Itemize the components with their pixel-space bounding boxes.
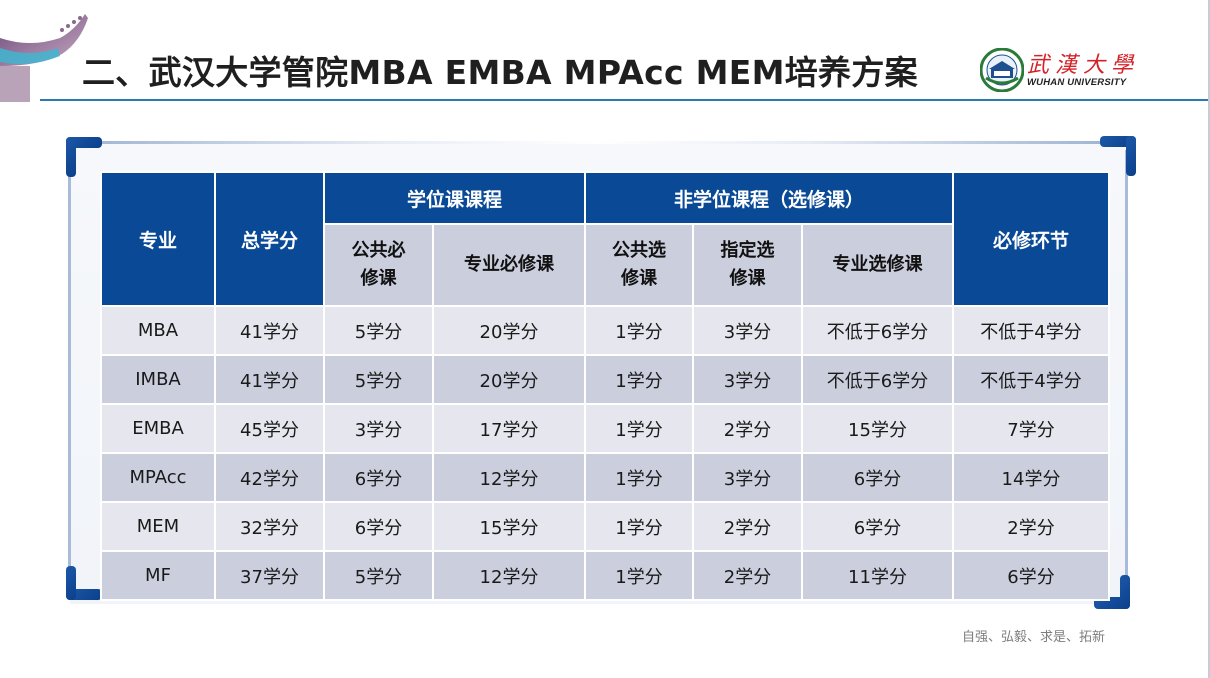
cell-required-links: 不低于4学分 [954, 356, 1108, 403]
cell-major: MPAcc [102, 454, 214, 501]
frame-left-line [68, 150, 71, 580]
cell-public-required: 5学分 [325, 307, 432, 354]
curriculum-table: 专业 总学分 学位课课程 非学位课程（选修课） 必修环节 公共必 修课 专业必修课… [100, 171, 1110, 601]
cell-public-elective: 1学分 [586, 356, 692, 403]
university-emblem-icon [980, 48, 1024, 92]
cell-major-required: 12学分 [434, 552, 584, 599]
cell-public-required: 5学分 [325, 552, 432, 599]
cell-required-links: 不低于4学分 [954, 307, 1108, 354]
cell-major-elective: 15学分 [803, 405, 952, 452]
cell-major-elective: 6学分 [803, 503, 952, 550]
frame-corner-top-right [1100, 136, 1136, 147]
cell-major: EMBA [102, 405, 214, 452]
logo-name-en: WUHAN UNIVERSITY [1027, 77, 1127, 88]
cell-total: 32学分 [216, 503, 323, 550]
cell-major-required: 12学分 [434, 454, 584, 501]
cell-major: MEM [102, 503, 214, 550]
cell-major-required: 20学分 [434, 356, 584, 403]
cell-public-required: 6学分 [325, 503, 432, 550]
cell-required-links: 14学分 [954, 454, 1108, 501]
cell-major-elective: 不低于6学分 [803, 356, 952, 403]
cell-required-links: 7学分 [954, 405, 1108, 452]
cell-major: MF [102, 552, 214, 599]
cell-major-elective: 不低于6学分 [803, 307, 952, 354]
table-row: EMBA 45学分 3学分 17学分 1学分 2学分 15学分 7学分 [102, 405, 1108, 452]
cell-designated-elective: 3学分 [694, 356, 801, 403]
cell-public-elective: 1学分 [586, 503, 692, 550]
table-row: MBA 41学分 5学分 20学分 1学分 3学分 不低于6学分 不低于4学分 [102, 307, 1108, 354]
cell-major: MBA [102, 307, 214, 354]
footer-motto: 自强、弘毅、求是、拓新 [962, 630, 1106, 645]
cell-public-elective: 1学分 [586, 552, 692, 599]
cell-major-elective: 6学分 [803, 454, 952, 501]
header-public-required: 公共必 修课 [325, 225, 432, 305]
table-row: IMBA 41学分 5学分 20学分 1学分 3学分 不低于6学分 不低于4学分 [102, 356, 1108, 403]
cell-designated-elective: 2学分 [694, 405, 801, 452]
header-major-required: 专业必修课 [434, 225, 584, 305]
cell-major-required: 15学分 [434, 503, 584, 550]
cell-major-required: 17学分 [434, 405, 584, 452]
cell-public-elective: 1学分 [586, 307, 692, 354]
cell-total: 37学分 [216, 552, 323, 599]
cell-designated-elective: 3学分 [694, 307, 801, 354]
page-title: 二、武汉大学管院MBA EMBA MPAcc MEM培养方案 [82, 53, 918, 92]
frame-corner-bottom-right [1120, 575, 1130, 609]
logo-name-cn: 武漢大學 [1027, 53, 1140, 78]
frame-corner-bottom-left [66, 566, 76, 600]
cell-major: IMBA [102, 356, 214, 403]
header-public-elective: 公共选 修课 [586, 225, 692, 305]
cell-designated-elective: 2学分 [694, 503, 801, 550]
cell-total: 41学分 [216, 356, 323, 403]
cell-public-elective: 1学分 [586, 405, 692, 452]
cell-major-elective: 11学分 [803, 552, 952, 599]
header-required-links: 必修环节 [954, 173, 1108, 305]
header-designated-elective: 指定选 修课 [694, 225, 801, 305]
header-non-degree-courses: 非学位课程（选修课） [586, 173, 952, 223]
cell-public-required: 3学分 [325, 405, 432, 452]
cell-designated-elective: 3学分 [694, 454, 801, 501]
table-row: MPAcc 42学分 6学分 12学分 1学分 3学分 6学分 14学分 [102, 454, 1108, 501]
cell-total: 41学分 [216, 307, 323, 354]
frame-corner-bottom-left [66, 589, 102, 600]
table-row: MEM 32学分 6学分 15学分 1学分 2学分 6学分 2学分 [102, 503, 1108, 550]
header-total-credits: 总学分 [216, 173, 323, 305]
frame-corner-top-left [66, 137, 102, 148]
pavilion-roof-icon [0, 14, 88, 102]
frame-right-line [1125, 150, 1128, 580]
frame-corner-top-left [66, 137, 76, 177]
cell-total: 42学分 [216, 454, 323, 501]
cell-required-links: 6学分 [954, 552, 1108, 599]
cell-major-required: 20学分 [434, 307, 584, 354]
cell-public-required: 5学分 [325, 356, 432, 403]
title-divider [40, 99, 1208, 101]
header-major-elective: 专业选修课 [803, 225, 952, 305]
cell-public-required: 6学分 [325, 454, 432, 501]
table-row: MF 37学分 5学分 12学分 1学分 2学分 11学分 6学分 [102, 552, 1108, 599]
cell-required-links: 2学分 [954, 503, 1108, 550]
cell-designated-elective: 2学分 [694, 552, 801, 599]
header-major: 专业 [102, 173, 214, 305]
slide-right-edge [1208, 0, 1210, 678]
frame-corner-top-right [1126, 136, 1136, 176]
cell-public-elective: 1学分 [586, 454, 692, 501]
header-degree-courses: 学位课课程 [325, 173, 584, 223]
frame-top-line [80, 141, 1110, 144]
cell-total: 45学分 [216, 405, 323, 452]
